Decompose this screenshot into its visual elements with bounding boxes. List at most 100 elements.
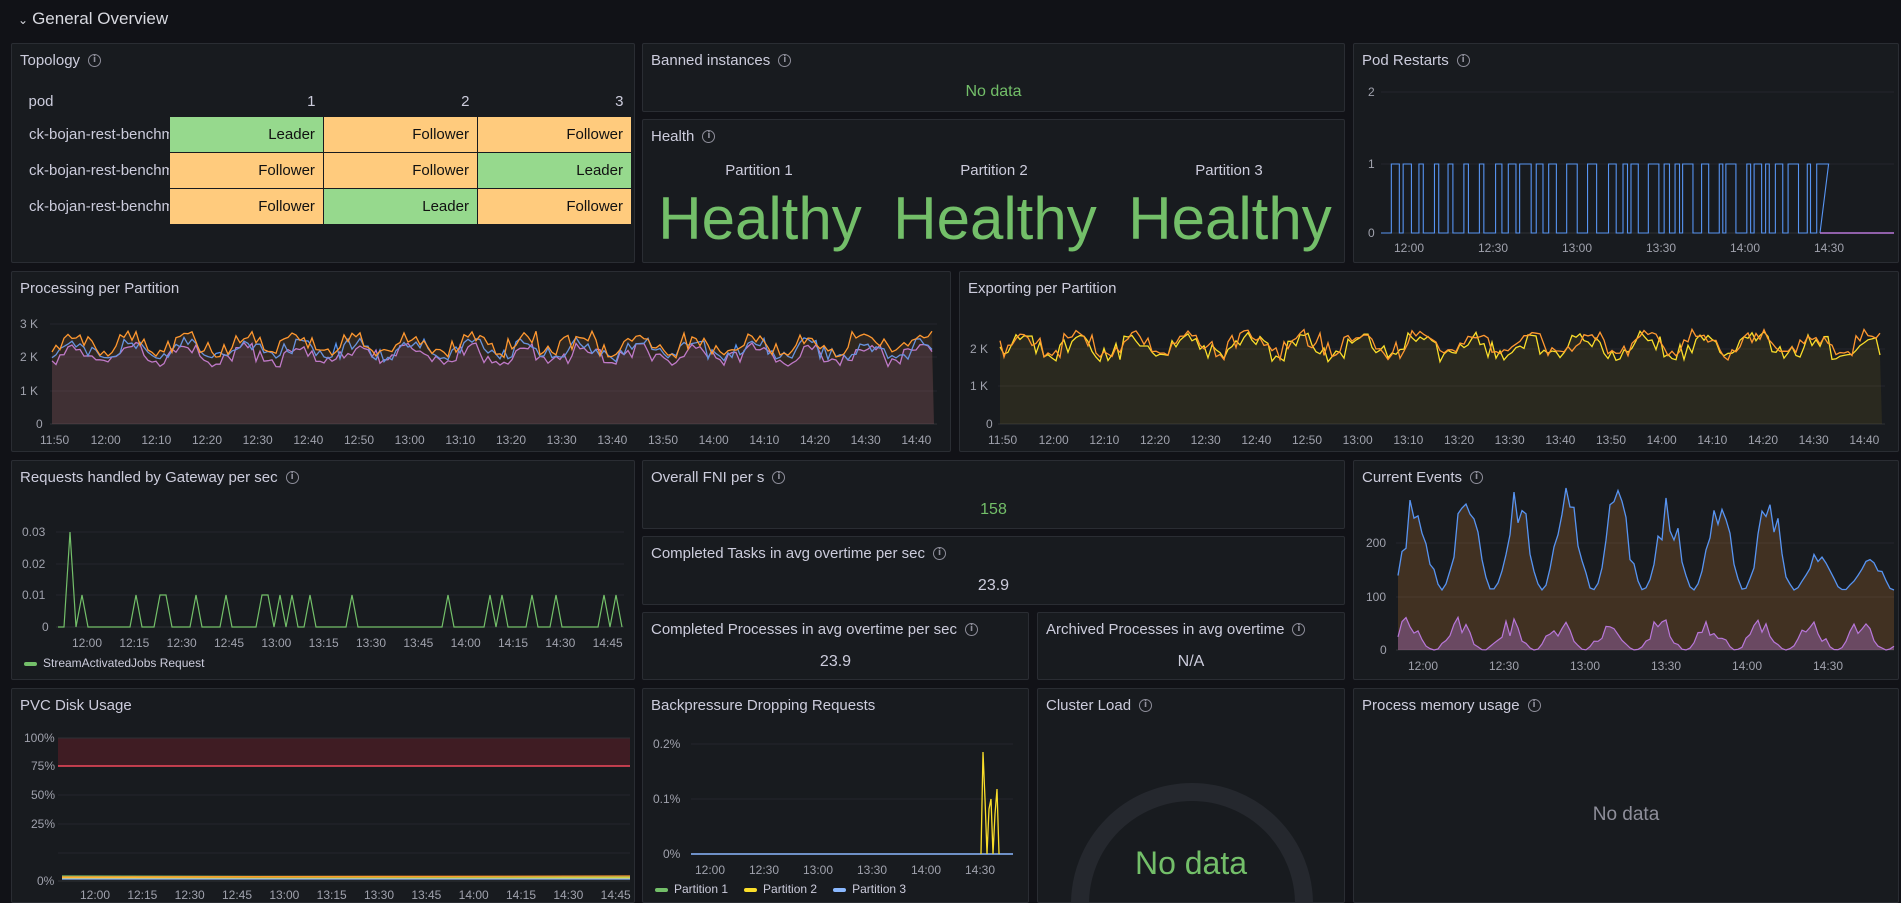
partition-label: Partition 1 bbox=[725, 162, 793, 179]
legend-label: Partition 2 bbox=[763, 882, 818, 896]
role-cell: Follower bbox=[322, 151, 478, 189]
x-tick: 12:30 bbox=[1191, 433, 1221, 447]
chevron-down-icon: ⌄ bbox=[18, 13, 29, 27]
pod-cell: ck-bojan-rest-benchmark bbox=[20, 115, 170, 153]
info-icon[interactable]: i bbox=[1456, 54, 1470, 67]
panel-title: Banned instances bbox=[651, 52, 771, 69]
x-tick: 13:20 bbox=[1444, 433, 1474, 447]
table-row: ck-bojan-rest-benchmark Leader Follower … bbox=[20, 115, 633, 153]
info-icon[interactable]: i bbox=[1292, 623, 1306, 636]
x-tick: 13:10 bbox=[445, 433, 475, 447]
partition-health-value: Healthy bbox=[893, 185, 1097, 252]
panel-title: Health bbox=[651, 128, 695, 145]
legend-item[interactable]: Partition 3 bbox=[833, 882, 906, 896]
info-icon[interactable]: i bbox=[1527, 699, 1541, 712]
events-line bbox=[1397, 615, 1895, 651]
archived-processes-value: N/A bbox=[1177, 653, 1205, 670]
y-tick: 1 bbox=[1368, 157, 1375, 171]
legend-swatch bbox=[833, 887, 847, 892]
x-axis: 12:00 12:15 12:30 12:45 13:00 13:15 13:30 13:45… bbox=[80, 888, 631, 902]
info-icon[interactable]: i bbox=[285, 471, 299, 484]
x-tick: 13:15 bbox=[309, 636, 339, 650]
info-icon[interactable]: i bbox=[964, 623, 978, 636]
info-icon[interactable]: i bbox=[1470, 471, 1484, 484]
column-header-1[interactable]: 1 bbox=[307, 93, 316, 111]
x-tick: 14:20 bbox=[1748, 433, 1778, 447]
legend-item[interactable]: StreamActivatedJobs Request bbox=[24, 656, 204, 670]
processing-chart[interactable]: 3 K 2 K 1 K 0 11:50 12:00 12:10 12:20 12:30 1… bbox=[12, 272, 951, 452]
x-tick: 14:15 bbox=[498, 636, 528, 650]
info-icon[interactable]: i bbox=[933, 547, 947, 560]
panel-title: Pod Restarts bbox=[1362, 52, 1449, 69]
y-tick: 25% bbox=[31, 817, 55, 831]
partition-series bbox=[999, 330, 1881, 364]
y-tick: 0% bbox=[37, 874, 55, 888]
x-tick: 14:45 bbox=[593, 636, 623, 650]
x-tick: 13:30 bbox=[857, 863, 887, 877]
legend-label: Partition 3 bbox=[852, 882, 907, 896]
info-icon[interactable]: i bbox=[778, 54, 792, 67]
row-title-general-overview[interactable]: ⌄ General Overview bbox=[18, 9, 168, 29]
x-tick: 14:10 bbox=[1697, 433, 1727, 447]
legend-item[interactable]: Partition 1 bbox=[655, 882, 728, 896]
panel-title: Archived Processes in avg overtime bbox=[1046, 621, 1285, 638]
legend[interactable]: Partition 1 Partition 2 Partition 3 bbox=[655, 882, 906, 896]
threshold-band bbox=[58, 738, 630, 766]
pod-cell: ck-bojan-rest-benchmark bbox=[20, 151, 170, 189]
info-icon[interactable]: i bbox=[772, 471, 786, 484]
current-events-chart[interactable]: 200 100 0 12:00 12:30 13:00 13:30 14:00 … bbox=[1354, 461, 1899, 680]
x-tick: 13:30 bbox=[1495, 433, 1525, 447]
pod-restarts-chart[interactable]: 2 1 0 12:00 12:30 13:00 13:30 14:00 14:3… bbox=[1354, 44, 1899, 263]
x-tick: 12:00 bbox=[72, 636, 102, 650]
info-icon[interactable]: i bbox=[702, 130, 716, 143]
x-tick: 12:50 bbox=[1292, 433, 1322, 447]
panel-title: Process memory usage bbox=[1362, 697, 1520, 714]
column-header-3[interactable]: 3 bbox=[615, 93, 624, 111]
fni-value: 158 bbox=[980, 501, 1007, 518]
backpressure-chart[interactable]: 0.2% 0.1% 0% 12:00 12:30 13:00 13:30 14:… bbox=[643, 689, 1029, 903]
x-tick: 14:00 bbox=[911, 863, 941, 877]
row-title-text: General Overview bbox=[32, 9, 169, 28]
legend-label: Partition 1 bbox=[674, 882, 729, 896]
requests-series bbox=[58, 531, 623, 628]
x-tick: 12:20 bbox=[1140, 433, 1170, 447]
panel-pod-restarts: Pod Restarts i 2 1 0 12:00 12:30 13:00 1… bbox=[1353, 43, 1899, 263]
completed-tasks-value: 23.9 bbox=[977, 577, 1010, 594]
column-header-2[interactable]: 2 bbox=[461, 93, 470, 111]
x-tick: 14:30 bbox=[965, 863, 995, 877]
x-tick: 12:15 bbox=[119, 636, 149, 650]
x-tick: 13:30 bbox=[356, 636, 386, 650]
legend[interactable]: StreamActivatedJobs Request bbox=[24, 656, 204, 670]
exporting-chart[interactable]: 2 K 1 K 0 11:50 12:00 12:10 12:20 12:30 12:40… bbox=[960, 272, 1899, 452]
x-tick: 12:50 bbox=[344, 433, 374, 447]
y-tick: 0.02 bbox=[22, 557, 46, 571]
partition-series bbox=[51, 341, 933, 368]
panel-title: Processing per Partition bbox=[20, 280, 180, 297]
x-tick: 14:20 bbox=[800, 433, 830, 447]
info-icon[interactable]: i bbox=[1139, 699, 1153, 712]
x-tick: 12:40 bbox=[293, 433, 323, 447]
x-tick: 13:15 bbox=[317, 888, 347, 902]
disk-series-4 bbox=[61, 875, 631, 878]
x-tick: 13:40 bbox=[597, 433, 627, 447]
partition-label: Partition 2 bbox=[960, 162, 1028, 179]
x-tick: 13:00 bbox=[261, 636, 291, 650]
panel-completed-tasks: Completed Tasks in avg overtime per sec … bbox=[642, 536, 1345, 605]
pvc-chart[interactable]: 100% 75% 50% 25% 0% 12:00 12:15 12:30 12:45… bbox=[12, 689, 635, 903]
panel-topology: Topology i pod 1 2 3 ck-bojan-rest-bench… bbox=[11, 43, 635, 263]
panel-title: Cluster Load bbox=[1046, 697, 1132, 714]
panel-title: Completed Tasks in avg overtime per sec bbox=[651, 545, 926, 562]
panel-backpressure: Backpressure Dropping Requests 0.2% 0.1%… bbox=[642, 688, 1029, 903]
x-tick: 14:00 bbox=[1730, 241, 1760, 255]
gateway-requests-chart[interactable]: 0.03 0.02 0.01 0 12:00 12:15 12:30 12:45 13:… bbox=[12, 461, 635, 680]
panel-gateway-requests: Requests handled by Gateway per sec i 0.… bbox=[11, 460, 635, 680]
info-icon[interactable]: i bbox=[88, 54, 102, 67]
cluster-load-value: No data bbox=[1134, 845, 1248, 881]
role-cell: Leader bbox=[322, 187, 478, 225]
y-tick: 2 bbox=[1368, 85, 1375, 99]
legend-item[interactable]: Partition 2 bbox=[744, 882, 817, 896]
legend-swatch bbox=[655, 887, 668, 892]
y-tick: 0.2% bbox=[653, 737, 681, 751]
role-cell: Leader bbox=[168, 115, 324, 153]
column-header-pod[interactable]: pod bbox=[28, 93, 54, 111]
